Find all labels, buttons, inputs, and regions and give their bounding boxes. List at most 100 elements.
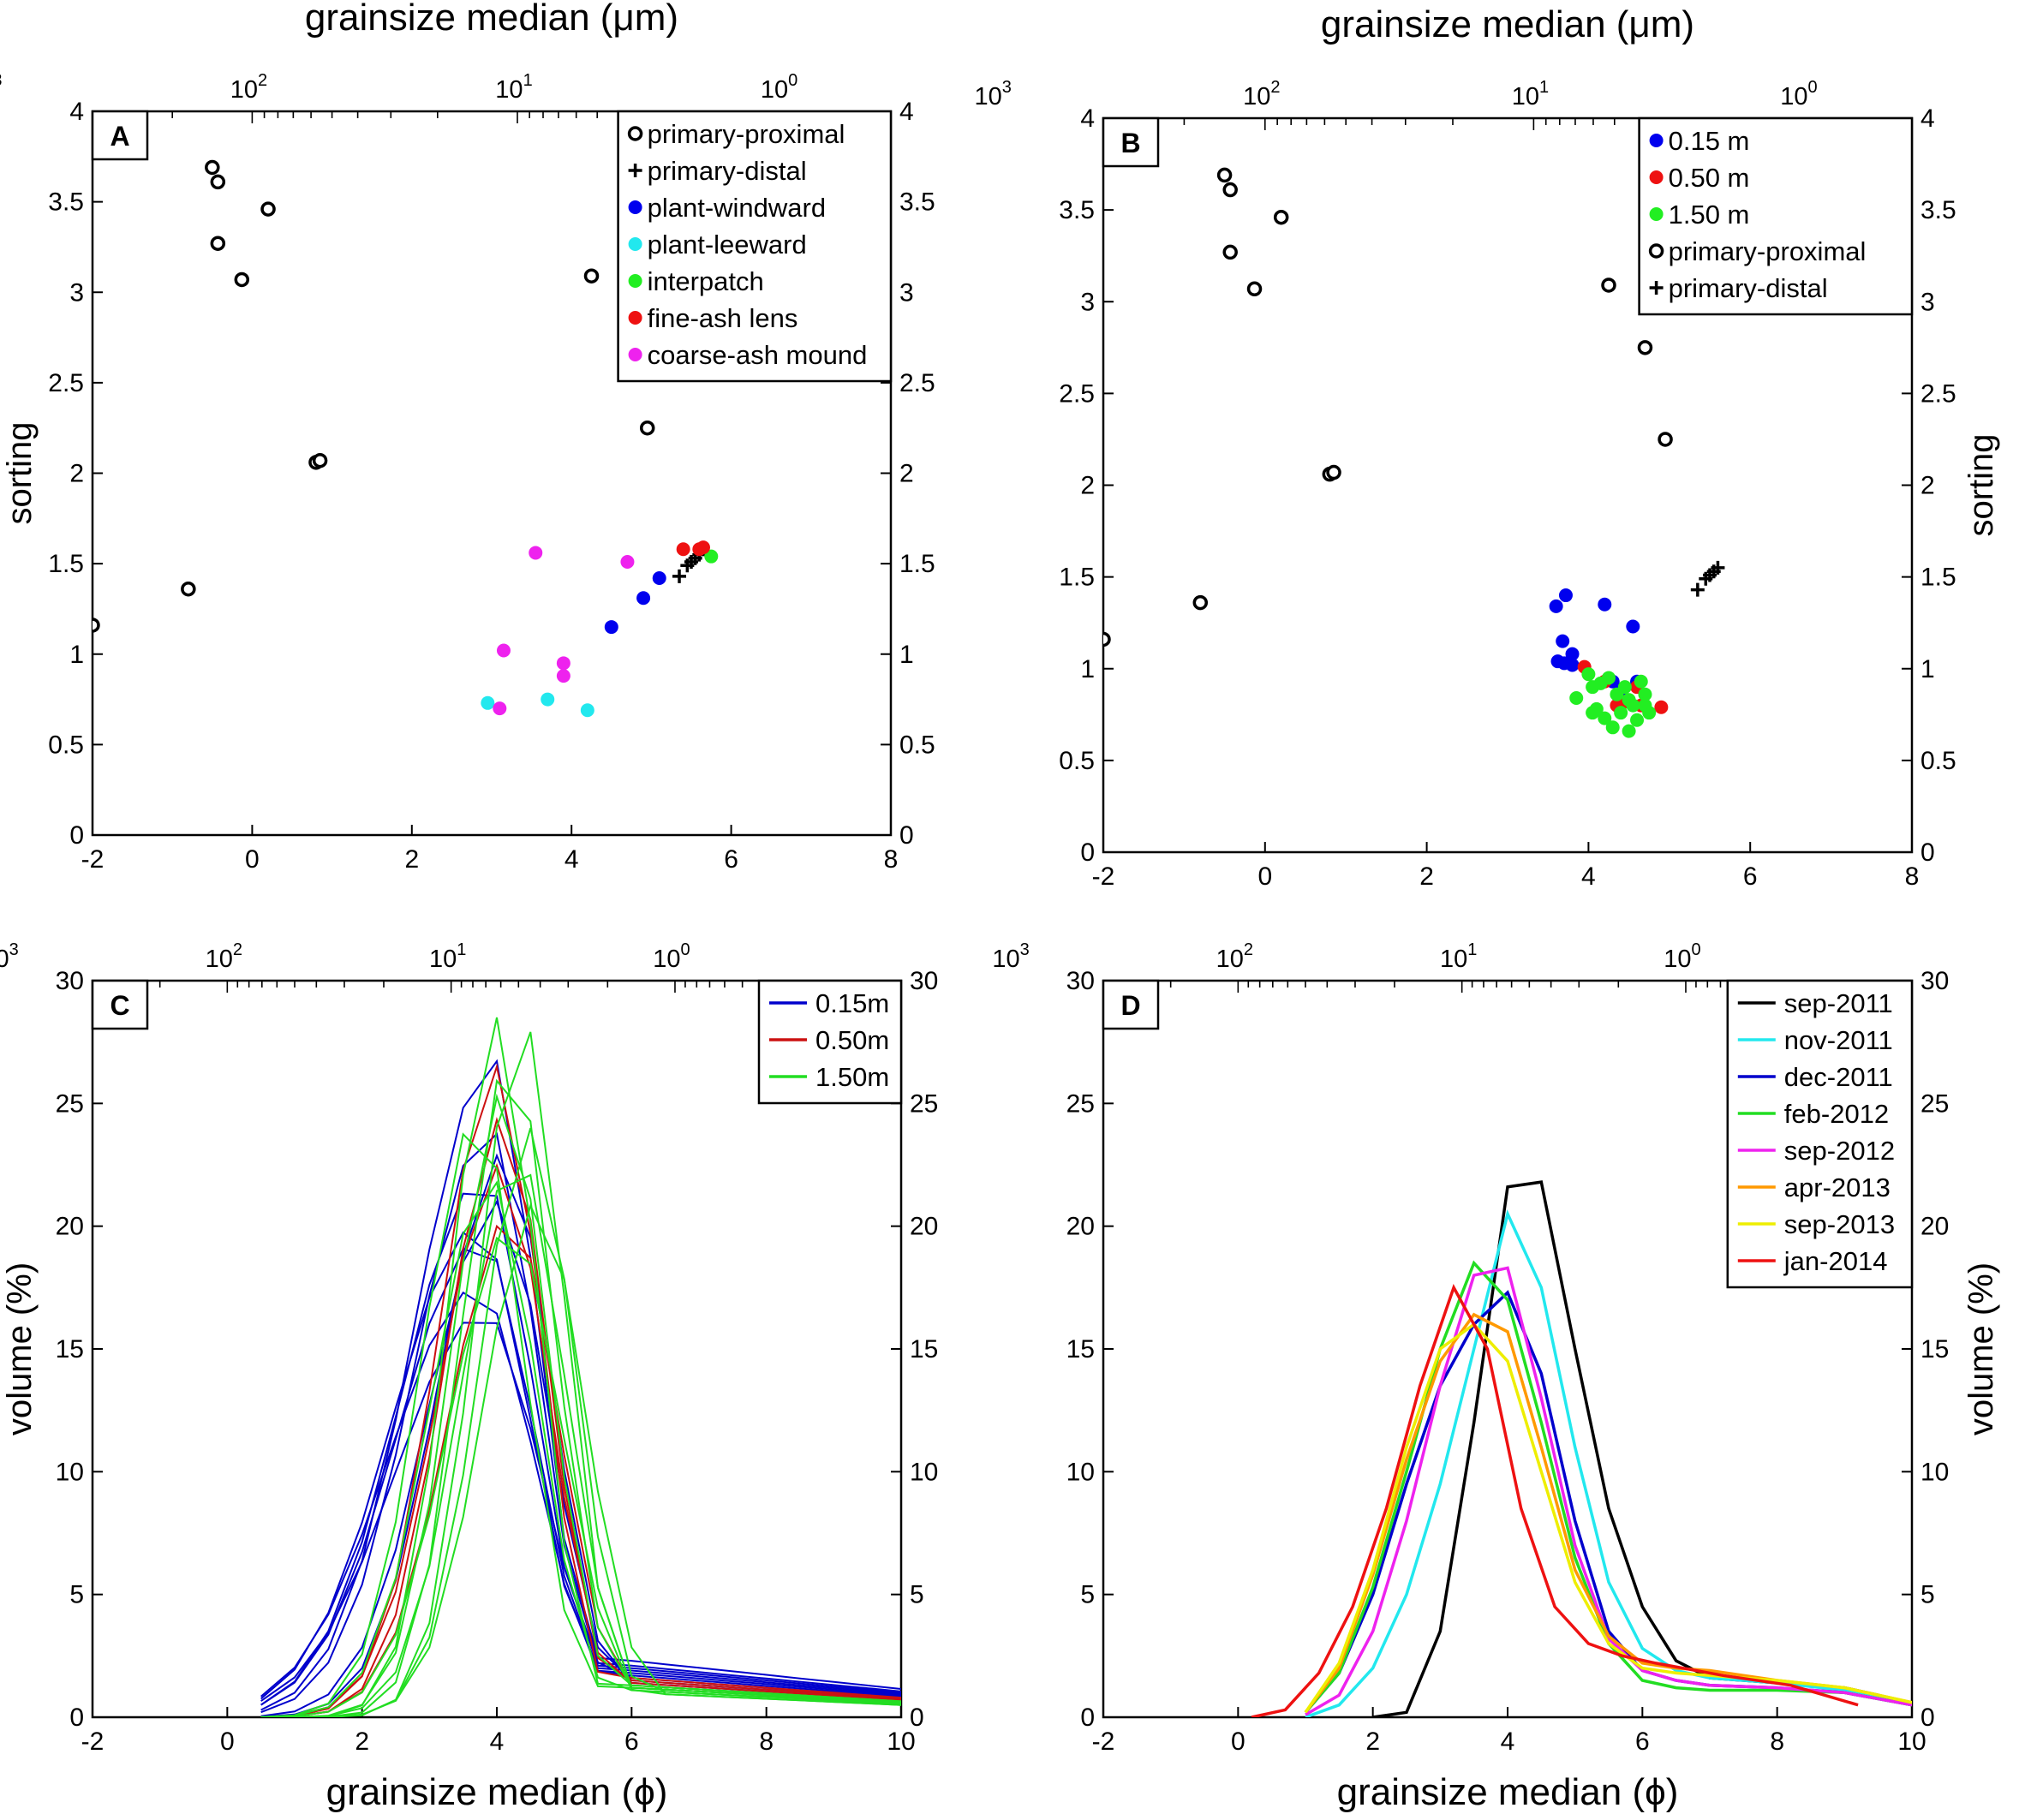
y-tick-label-left: 3.5 [48,188,84,217]
data-point [210,174,226,190]
y-tick-label-right: 2.5 [1920,379,1956,408]
top-tick-label: 102 [230,71,267,104]
series-line [260,1202,901,1717]
legend-marker [628,348,642,361]
y-tick-label-right: 2 [899,460,914,488]
x-tick-label: 8 [759,1728,774,1756]
legend-label: sep-2011 [1784,988,1893,1018]
panel-label: A [110,121,129,152]
data-point [704,549,719,564]
y-tick-label-left: 2 [69,460,84,488]
data-point [1326,464,1341,480]
legend-marker [1648,243,1664,259]
y-tick-label-right: 2 [1920,472,1935,500]
panel-label-box [1102,979,1160,1030]
data-point [583,268,600,283]
legend: 0.15m 0.50m 1.50m [757,979,903,1105]
legend-entry: coarse-ash mound [628,340,867,370]
data-point [481,695,495,710]
legend-marker [627,126,643,141]
data-point [1569,691,1584,706]
top-tick-label: 100 [761,71,797,104]
legend-box [1638,116,1914,316]
data-point [205,159,220,176]
data-point [1556,634,1570,648]
y-tick-label-left: 1.5 [48,550,84,578]
panel-label-box [1102,116,1160,168]
y-axis-title: volume (%) [1962,1262,2000,1435]
y-tick-label-left: 1 [1080,655,1095,683]
y-tick-label-right: 0 [899,821,914,850]
top-tick-exponent: 0 [681,940,690,959]
top-tick-label: 103 [0,940,19,973]
series-line [260,1017,901,1717]
data-point [1630,713,1645,727]
legend-entry: interpatch [628,266,764,296]
y-tick-label-left: 4 [69,98,84,126]
legend-marker [628,237,642,251]
x-tick-label: 2 [1419,862,1434,891]
y-tick-label-right: 3.5 [1920,196,1956,224]
y-tick-label-left: 3 [1080,288,1095,316]
data-point [1658,432,1673,447]
x-tick-label: 8 [1770,1728,1784,1756]
panel-B: -2 0 2 4 6 80 00.5 0.51 11.5 1.52 22.5 2.53 33.5 3.54… [975,3,2000,891]
y-tick-label-right: 1.5 [1920,564,1956,592]
data-point [1246,281,1263,297]
series-line [1304,1260,1912,1714]
top-tick-label: 102 [206,940,242,973]
legend-label: feb-2012 [1784,1099,1889,1129]
legend-entry: fine-ash lens [628,303,797,333]
legend-entry: 0.50m [769,1025,889,1055]
legend-entry: 0.15 m [1649,126,1749,156]
legend-box [757,979,903,1105]
data-point [541,692,555,707]
top-tick-label: 100 [653,940,690,973]
x-tick-label: 6 [724,845,738,874]
y-tick-label-left: 20 [56,1213,84,1241]
top-tick-label: 103 [975,78,1012,110]
y-tick-label-right: 3 [1920,288,1935,316]
data-point [620,555,635,570]
y-tick-label-right: 0.5 [899,731,935,759]
series-line [260,1236,901,1717]
y-tick-label-left: 10 [56,1458,84,1486]
top-tick-exponent: 2 [1270,78,1280,97]
data-point [1586,706,1600,720]
y-tick-label-left: 20 [1066,1213,1095,1241]
y-tick-label-right: 3 [899,278,914,307]
x-tick-label: 6 [1635,1728,1650,1756]
x-tick-label: 4 [1581,862,1596,891]
legend-marker [1649,170,1664,184]
data-point [210,236,226,251]
legend-marker [1649,281,1664,295]
series-line [1251,1283,1859,1717]
y-tick-label-right: 5 [910,1581,924,1609]
legend-label: 0.50m [815,1025,889,1055]
legend-entry: 1.50m [769,1062,889,1092]
legend-entry: nov-2011 [1737,1025,1893,1055]
top-tick-exponent: 3 [1020,940,1030,959]
data-point [1565,658,1580,672]
data-point [234,272,250,288]
top-tick-exponent: 1 [523,71,533,90]
legend-entry: primary-proximal [1648,236,1867,266]
top-tick-label: 101 [429,940,466,973]
plot-area [93,159,719,718]
y-tick-label-right: 25 [1920,1089,1949,1118]
data-point [1216,167,1233,183]
x-tick-label: 2 [404,845,419,874]
legend-label: primary-proximal [1669,236,1867,266]
legend: 0.15 m 0.50 m 1.50 m primary-proximal primar… [1638,116,1914,316]
data-point [1581,667,1596,682]
legend-entry: sep-2012 [1737,1136,1895,1166]
top-tick-exponent: 0 [788,71,797,90]
x-tick-label: 0 [220,1728,235,1756]
y-tick-label-right: 25 [910,1089,938,1118]
data-point [1617,680,1632,695]
x-tick-label: -2 [1092,862,1115,891]
y-tick-label-left: 0 [1080,838,1095,867]
data-point [672,569,687,583]
data-point [639,420,655,436]
